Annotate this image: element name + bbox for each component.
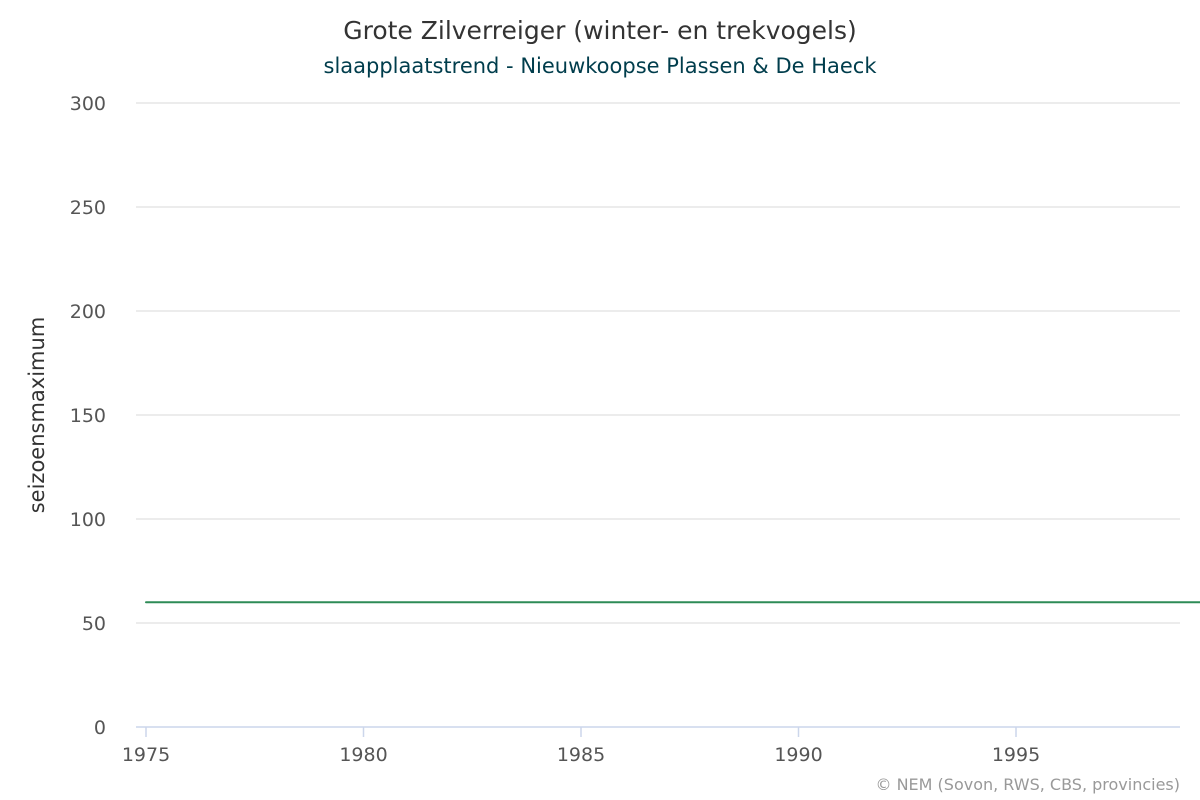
x-tick-label: 1980	[339, 744, 387, 766]
y-tick-label: 150	[70, 405, 106, 427]
credits-link[interactable]: © NEM (Sovon, RWS, CBS, provincies)	[875, 775, 1180, 794]
x-tick-label: 1995	[992, 744, 1040, 766]
chart-title: Grote Zilverreiger (winter- en trekvogel…	[343, 16, 857, 45]
y-tick-label: 300	[70, 93, 106, 115]
x-tick-label: 1990	[774, 744, 822, 766]
y-tick-label: 100	[70, 509, 106, 531]
x-tick-label: 1985	[557, 744, 605, 766]
y-axis-labels: 0 50 100 150 200 250 300	[70, 93, 106, 739]
y-tick-label: 200	[70, 301, 106, 323]
y-tick-label: 250	[70, 197, 106, 219]
y-axis-title: seizoensmaximum	[25, 317, 49, 514]
grid-lines	[136, 102, 1180, 624]
y-tick-label: 50	[82, 613, 106, 635]
series-area	[145, 601, 1200, 604]
chart-subtitle: slaapplaatstrend - Nieuwkoopse Plassen &…	[323, 54, 877, 78]
x-axis	[136, 726, 1180, 737]
x-axis-labels: 1975198019851990199520002005201020152020	[122, 744, 1040, 766]
y-tick-label: 0	[94, 717, 106, 739]
x-tick-label: 1975	[122, 744, 170, 766]
